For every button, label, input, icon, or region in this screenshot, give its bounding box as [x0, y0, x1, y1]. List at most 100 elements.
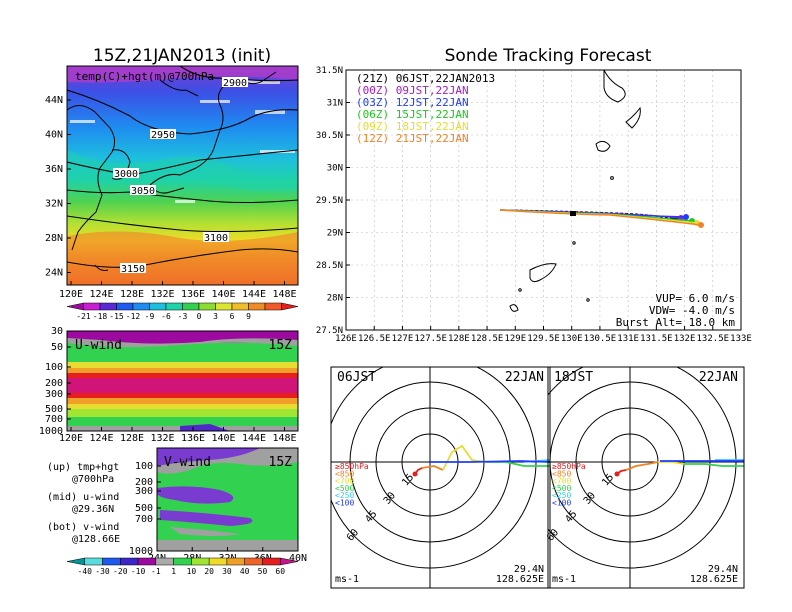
wind-colorbar-swatch: [226, 557, 245, 566]
contour-label: 2900: [223, 78, 247, 89]
main-x-tick: 129E: [504, 334, 526, 344]
main-x-tick: 126E: [335, 334, 357, 344]
temp-colorbar-swatch: [99, 302, 117, 311]
wind-colorbar-swatch: [279, 557, 299, 566]
pressure-level-key: <500: [552, 484, 571, 493]
main-x-tick: 129.5E: [527, 334, 560, 344]
hodograph-18jst: 18JST 22JAN15304560≥850hPa<850<700<500<25…: [545, 366, 745, 589]
sonde-track-panel: Sonde Tracking Forecast 31.5N 31N 30.5N 30N…: [316, 46, 752, 344]
map-x-tick: 140E: [211, 289, 235, 300]
main-y-tick: 28N: [327, 294, 343, 304]
hodograph-plot: [548, 367, 744, 588]
v-wind-y-tick: 1000: [129, 546, 153, 557]
wind-colorbar-label: 30: [222, 567, 232, 576]
sonde-track: [499, 209, 702, 226]
u-wind-x-tick: 140E: [211, 433, 235, 444]
temp-colorbar-swatch: [215, 302, 233, 311]
u-wind-x-tick: 124E: [89, 433, 113, 444]
v-wind-y-tick: 300: [135, 486, 153, 497]
v-wind-y-tick: 200: [135, 477, 153, 488]
wind-colorbar-label: 40: [240, 567, 250, 576]
hodograph-frame: [547, 366, 745, 589]
map-x-ticks: 120E 124E 128E 132E 136E 140E 144E 148E: [59, 281, 297, 300]
v-wind-time: 15Z: [269, 455, 293, 470]
pressure-level-key: <500: [335, 484, 354, 493]
wind-colorbar-swatch: [244, 557, 263, 566]
temp-colorbar-swatch: [149, 302, 167, 311]
contour-label: 3100: [204, 233, 228, 244]
main-title: Sonde Tracking Forecast: [445, 46, 652, 66]
wind-profile: [421, 465, 444, 471]
wind-profile: [658, 461, 685, 465]
wind-colorbar-swatch: [120, 557, 139, 566]
temp-colorbar-swatch: [248, 302, 266, 311]
temp-height-map-panel: 15Z,21JAN2013 (init): [45, 46, 299, 321]
note-line: @29.36N: [72, 504, 114, 515]
station-lat: 29.4N: [514, 564, 544, 575]
temperature-field: [67, 66, 298, 285]
u-wind-y-tick: 700: [45, 414, 63, 425]
pressure-level-key: <250: [552, 491, 571, 500]
pressure-level-key: <250: [335, 491, 354, 500]
temp-colorbar-label: -9: [145, 312, 155, 321]
main-y-tick: 31.5N: [316, 66, 343, 76]
pressure-level-key: <100: [335, 499, 354, 508]
hodograph-06jst: 06JST 22JAN15304560≥850hPa<850<700<500<25…: [330, 366, 551, 589]
landing-point: [683, 214, 689, 220]
map-y-tick: 40N: [45, 130, 63, 141]
legend-entry: (00Z) 09JST,22JAN: [356, 84, 469, 97]
u-wind-y-tick: 30: [51, 326, 63, 337]
main-x-ticks: 126E 126.5E 127E 127.5E 128E 128.5E 129E 129.5E…: [335, 326, 752, 344]
temp-colorbar-label: -15: [109, 312, 124, 321]
ring-label: 30: [582, 490, 598, 506]
speed-unit: ms-1: [552, 574, 576, 585]
main-x-tick: 128E: [448, 334, 470, 344]
pressure-level-key: ≥850hPa: [335, 462, 369, 471]
legend-entry: (03Z) 12JST,22JAN: [356, 96, 469, 109]
u-wind-time: 15Z: [269, 338, 293, 353]
wind-profile: [442, 444, 487, 471]
wind-colorbar-swatch: [191, 557, 210, 566]
panel-notes: (up) tmp+hgt @700hPa (mid) u-wind @29.36…: [47, 462, 120, 545]
island-outlines: [509, 70, 641, 312]
wind-colorbar-label: 10: [187, 567, 197, 576]
map-y-tick: 44N: [45, 95, 63, 106]
map-x-tick: 148E: [272, 289, 296, 300]
wind-colorbar-swatch: [137, 557, 157, 566]
pressure-level-key: <850: [552, 469, 571, 478]
wind-colorbar-label: 60: [275, 567, 285, 576]
main-x-tick: 131.5E: [640, 334, 673, 344]
wind-colorbar-label: -30: [95, 567, 110, 576]
param-burst: Burst Alt= 18.0 km: [616, 316, 736, 329]
main-y-tick: 30N: [327, 164, 343, 174]
ring-label: 15: [600, 472, 616, 488]
note-line: @128.66E: [72, 534, 120, 545]
main-grid: [346, 70, 741, 330]
map-x-tick: 144E: [242, 289, 266, 300]
note-line: (mid) u-wind: [47, 492, 119, 503]
temp-colorbar-swatch: [231, 302, 249, 311]
wind-colorbar-label: -1: [151, 567, 161, 576]
wind-colorbar-swatch: [208, 557, 228, 566]
u-wind-x-tick: 144E: [242, 433, 266, 444]
temp-colorbar-label: 0: [197, 312, 202, 321]
u-wind-x-tick: 148E: [272, 433, 296, 444]
pressure-level-key: <700: [552, 477, 571, 486]
wind-profile: [684, 463, 744, 467]
map-x-tick: 136E: [181, 289, 205, 300]
legend-entry: (06Z) 15JST,22JAN: [356, 108, 469, 121]
main-y-ticks: 31.5N 31N 30.5N 30N 29.5N 29N 28.5N 28N 27.5N: [316, 66, 350, 336]
wind-colorbar-swatch: [155, 557, 174, 566]
u-wind-y-tick: 300: [45, 389, 63, 400]
u-wind-y-tick: 1000: [39, 426, 63, 437]
temp-colorbar-label: -12: [126, 312, 141, 321]
hodograph-frame: [330, 366, 551, 589]
u-wind-field: [67, 331, 298, 431]
main-y-tick: 31N: [327, 99, 343, 109]
wind-colorbar-label: -10: [131, 567, 146, 576]
map-y-tick: 32N: [45, 199, 63, 210]
main-x-tick: 130E: [561, 334, 583, 344]
